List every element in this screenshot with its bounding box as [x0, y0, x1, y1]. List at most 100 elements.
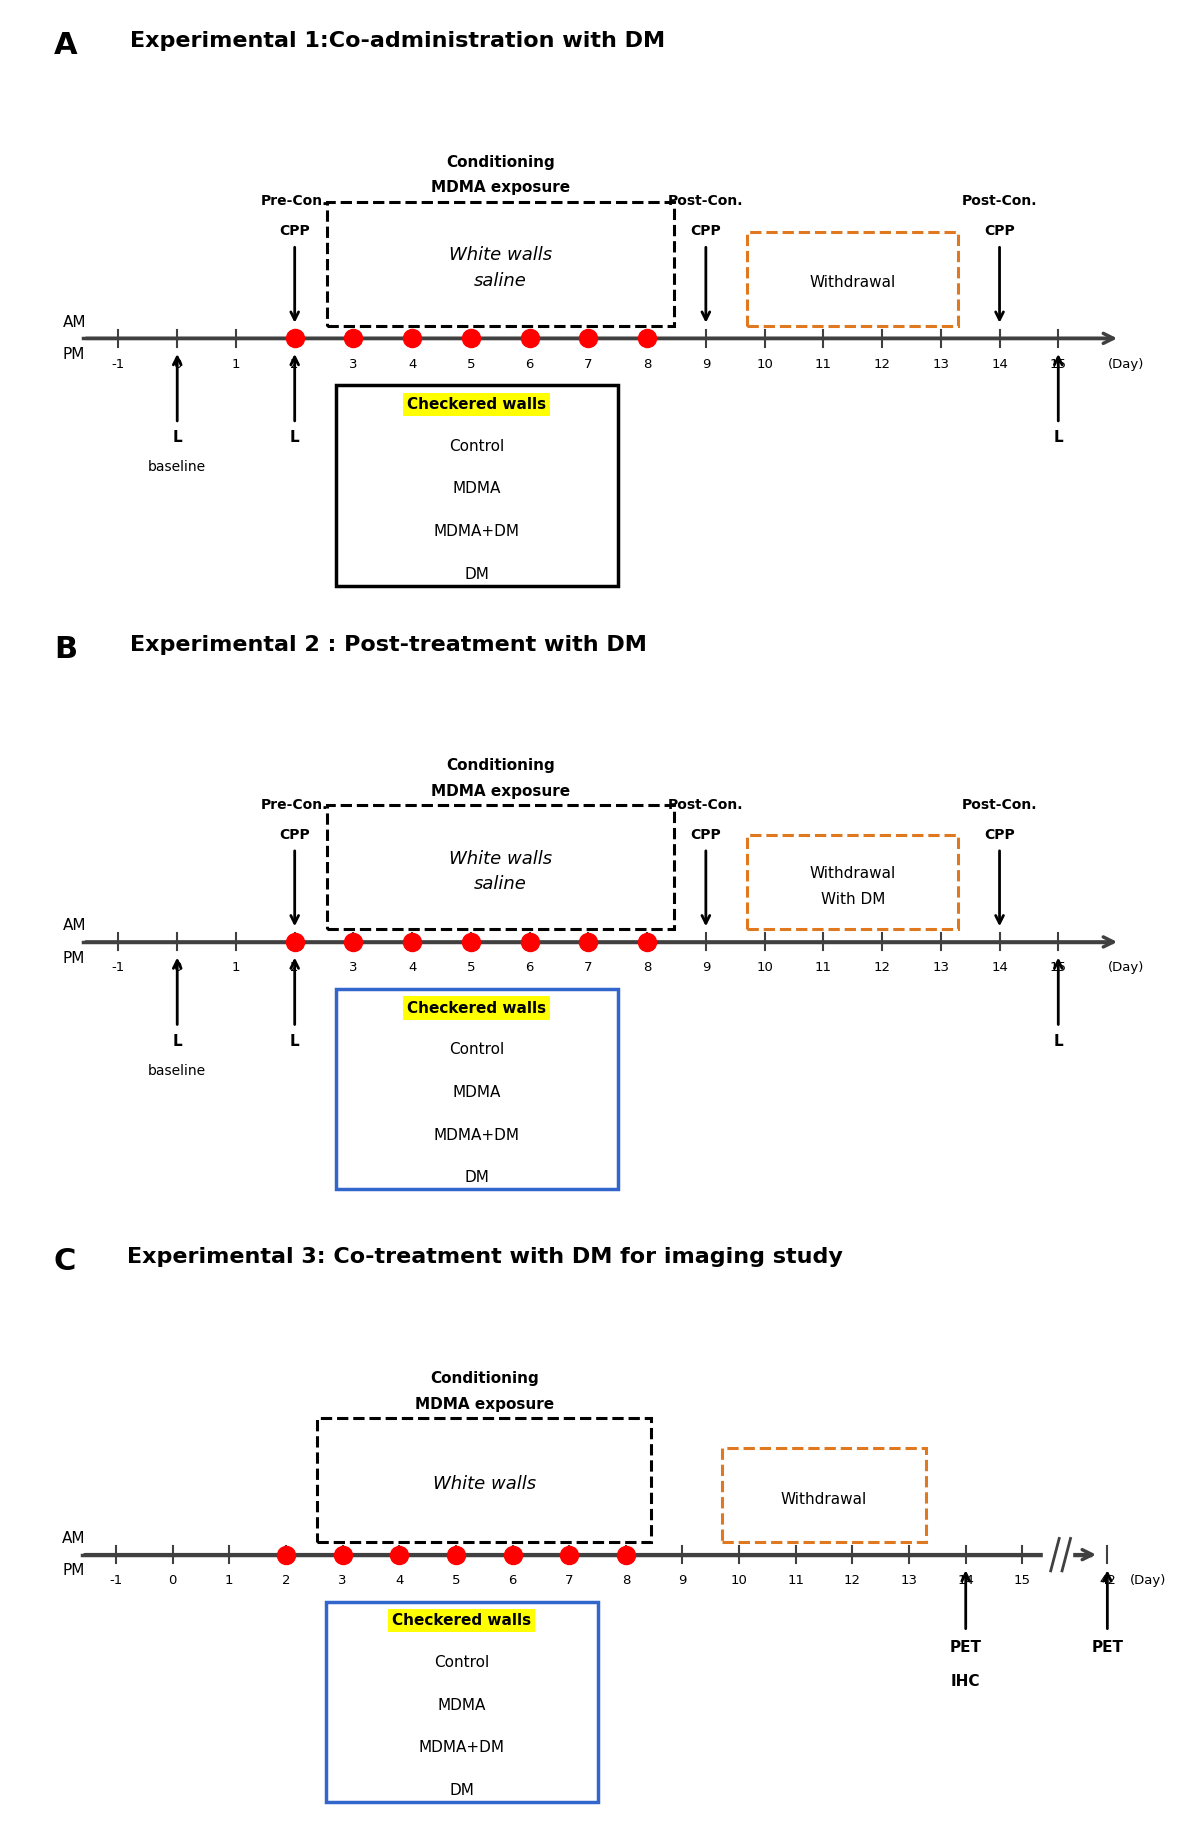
- Text: 14: 14: [958, 1573, 974, 1588]
- Text: CPP: CPP: [280, 225, 310, 238]
- Bar: [746, 836, 959, 929]
- Text: 3: 3: [349, 962, 358, 975]
- Text: 6: 6: [526, 962, 534, 975]
- Text: 6: 6: [509, 1573, 517, 1588]
- Text: MDMA exposure: MDMA exposure: [415, 1397, 553, 1412]
- Text: B: B: [54, 635, 77, 664]
- Text: AM: AM: [62, 918, 86, 933]
- Text: 1: 1: [232, 358, 240, 371]
- Text: Withdrawal: Withdrawal: [781, 1492, 868, 1507]
- Text: 10: 10: [731, 1573, 748, 1588]
- Text: 1: 1: [226, 1573, 234, 1588]
- Text: MDMA: MDMA: [452, 481, 500, 496]
- Text: 5: 5: [467, 358, 475, 371]
- Text: 8: 8: [643, 358, 652, 371]
- Text: saline: saline: [474, 876, 527, 893]
- Bar: [325, 1602, 598, 1802]
- Text: CPP: CPP: [690, 225, 721, 238]
- Text: Pre-Con.: Pre-Con.: [262, 797, 329, 812]
- Text: Checkered walls: Checkered walls: [407, 1000, 546, 1015]
- Text: 7: 7: [584, 962, 593, 975]
- Text: (Day): (Day): [1109, 358, 1145, 371]
- Text: 14: 14: [991, 962, 1008, 975]
- Text: 0: 0: [173, 358, 181, 371]
- Text: Control: Control: [449, 439, 504, 454]
- Text: 2: 2: [282, 1573, 290, 1588]
- Text: DM: DM: [464, 567, 490, 582]
- Text: MDMA+DM: MDMA+DM: [419, 1739, 504, 1756]
- Text: 5: 5: [451, 1573, 460, 1588]
- Text: 42: 42: [1099, 1573, 1116, 1588]
- Text: 0: 0: [173, 962, 181, 975]
- Text: A: A: [54, 31, 78, 60]
- Text: 11: 11: [787, 1573, 804, 1588]
- Bar: [317, 1417, 652, 1542]
- Text: 5: 5: [467, 962, 475, 975]
- Bar: [722, 1449, 926, 1542]
- Text: White walls: White walls: [433, 1476, 535, 1492]
- Text: MDMA exposure: MDMA exposure: [431, 181, 570, 196]
- Text: PM: PM: [62, 951, 85, 966]
- Text: With DM: With DM: [821, 893, 884, 907]
- Text: 9: 9: [702, 358, 710, 371]
- Text: 13: 13: [932, 358, 949, 371]
- Text: 8: 8: [643, 962, 652, 975]
- Text: 2: 2: [290, 358, 299, 371]
- Text: Conditioning: Conditioning: [430, 1372, 539, 1386]
- Text: MDMA+DM: MDMA+DM: [433, 523, 520, 540]
- Text: 3: 3: [338, 1573, 347, 1588]
- Text: -1: -1: [112, 358, 125, 371]
- Text: Pre-Con.: Pre-Con.: [262, 194, 329, 209]
- Text: -1: -1: [109, 1573, 122, 1588]
- Text: 9: 9: [678, 1573, 686, 1588]
- Text: 11: 11: [815, 358, 832, 371]
- Text: C: C: [54, 1247, 76, 1277]
- Text: IHC: IHC: [950, 1674, 980, 1690]
- Text: 0: 0: [168, 1573, 176, 1588]
- Text: baseline: baseline: [148, 461, 206, 474]
- Text: 4: 4: [408, 358, 416, 371]
- Text: 2: 2: [290, 962, 299, 975]
- Text: 12: 12: [874, 962, 890, 975]
- Text: 7: 7: [584, 358, 593, 371]
- Text: saline: saline: [474, 273, 527, 289]
- Text: Post-Con.: Post-Con.: [961, 797, 1037, 812]
- Text: MDMA: MDMA: [437, 1697, 486, 1712]
- Text: Conditioning: Conditioning: [446, 759, 554, 774]
- Text: MDMA+DM: MDMA+DM: [433, 1127, 520, 1143]
- Text: L: L: [290, 430, 300, 444]
- Text: PET: PET: [1091, 1641, 1123, 1655]
- Text: PET: PET: [949, 1641, 982, 1655]
- Text: (Day): (Day): [1130, 1573, 1166, 1588]
- Text: 10: 10: [756, 358, 773, 371]
- Text: 11: 11: [815, 962, 832, 975]
- Text: 6: 6: [526, 358, 534, 371]
- Bar: [336, 386, 618, 585]
- Text: 15: 15: [1050, 358, 1067, 371]
- Text: (Day): (Day): [1109, 962, 1145, 975]
- Text: White walls: White walls: [449, 247, 552, 263]
- Text: MDMA: MDMA: [452, 1085, 500, 1099]
- Text: CPP: CPP: [280, 829, 310, 841]
- Bar: [336, 989, 618, 1189]
- Text: Experimental 3: Co-treatment with DM for imaging study: Experimental 3: Co-treatment with DM for…: [127, 1247, 844, 1267]
- Text: L: L: [1054, 430, 1063, 444]
- Text: L: L: [1054, 1033, 1063, 1048]
- Text: 3: 3: [349, 358, 358, 371]
- Text: Control: Control: [449, 1043, 504, 1057]
- Text: 13: 13: [900, 1573, 918, 1588]
- Bar: [326, 805, 673, 929]
- Text: Control: Control: [434, 1655, 490, 1670]
- Text: L: L: [290, 1033, 300, 1048]
- Text: PM: PM: [62, 348, 85, 362]
- Text: AM: AM: [62, 315, 86, 329]
- Text: 13: 13: [932, 962, 949, 975]
- Text: Withdrawal: Withdrawal: [810, 276, 896, 291]
- Text: 1: 1: [232, 962, 240, 975]
- Text: AM: AM: [62, 1531, 85, 1546]
- Text: MDMA exposure: MDMA exposure: [431, 785, 570, 799]
- Text: CPP: CPP: [984, 829, 1015, 841]
- Text: 12: 12: [874, 358, 890, 371]
- Text: Post-Con.: Post-Con.: [961, 194, 1037, 209]
- Text: CPP: CPP: [690, 829, 721, 841]
